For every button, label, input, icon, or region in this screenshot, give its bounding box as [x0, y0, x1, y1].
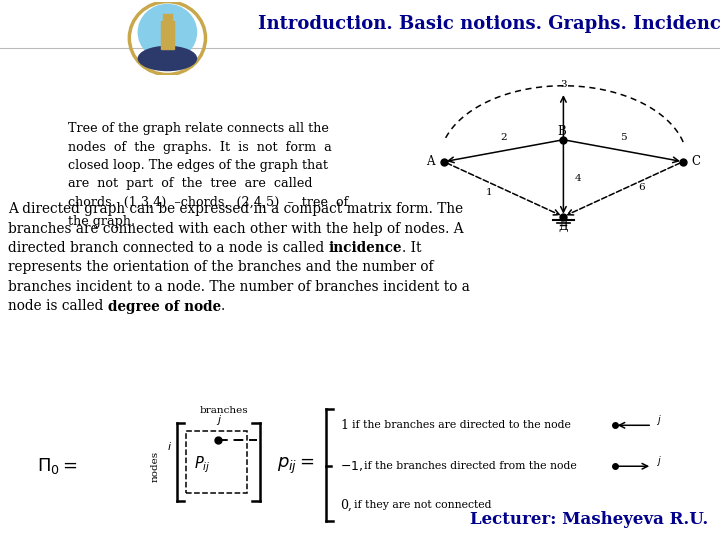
Text: A: A [426, 155, 435, 168]
Text: 1: 1 [340, 419, 348, 432]
Text: nodes: nodes [150, 451, 159, 482]
Text: incidence: incidence [328, 241, 402, 255]
Text: the graph.: the graph. [68, 214, 135, 227]
Text: C: C [692, 155, 701, 168]
Text: $j$: $j$ [656, 454, 662, 468]
Bar [186, 431, 248, 493]
Text: $j$: $j$ [656, 413, 662, 427]
Text: directed branch connected to a node is called: directed branch connected to a node is c… [8, 241, 328, 255]
Text: if the branches directed from the node: if the branches directed from the node [364, 461, 576, 471]
Ellipse shape [138, 46, 197, 71]
Text: Tree of the graph relate connects all the: Tree of the graph relate connects all th… [68, 122, 329, 135]
Text: . It: . It [402, 241, 422, 255]
Text: 5: 5 [620, 133, 626, 143]
Bar [163, 14, 171, 27]
Text: B: B [557, 125, 567, 138]
Text: Lecturer: Masheyeva R.U.: Lecturer: Masheyeva R.U. [469, 511, 708, 528]
Text: chords.  (1,3,4)  –chords,  (2,4,5)  –  tree  of: chords. (1,3,4) –chords, (2,4,5) – tree … [68, 196, 348, 209]
Text: closed loop. The edges of the graph that: closed loop. The edges of the graph that [68, 159, 328, 172]
Text: node is called: node is called [8, 300, 108, 314]
Text: if the branches are directed to the node: if the branches are directed to the node [352, 420, 571, 430]
Text: represents the orientation of the branches and the number of: represents the orientation of the branch… [8, 260, 433, 274]
Text: 0,: 0, [340, 499, 352, 512]
Text: $-1,$: $-1,$ [340, 459, 363, 473]
Text: if they are not connected: if they are not connected [354, 500, 491, 510]
Text: are  not  part  of  the  tree  are  called: are not part of the tree are called [68, 178, 312, 191]
Text: 2: 2 [500, 133, 507, 143]
Text: 4: 4 [575, 174, 582, 183]
Text: branches are connected with each other with the help of nodes. A: branches are connected with each other w… [8, 221, 464, 235]
Bar [161, 21, 174, 49]
Text: $i$: $i$ [167, 440, 172, 453]
Text: degree of node: degree of node [108, 300, 221, 314]
Text: Introduction. Basic notions. Graphs. Incidence matrixes: Introduction. Basic notions. Graphs. Inc… [258, 15, 720, 33]
Text: $P_{ij}$: $P_{ij}$ [194, 454, 211, 475]
Text: branches incident to a node. The number of branches incident to a: branches incident to a node. The number … [8, 280, 470, 294]
Text: $j$: $j$ [216, 413, 222, 427]
Text: nodes  of  the  graphs.  It  is  not  form  a: nodes of the graphs. It is not form a [68, 140, 332, 153]
Text: 1: 1 [485, 188, 492, 197]
Text: branches: branches [199, 406, 248, 415]
Text: $p_{ij}=$: $p_{ij}=$ [277, 456, 315, 476]
Text: $\Pi_0 =$: $\Pi_0 =$ [37, 456, 78, 476]
Ellipse shape [138, 4, 197, 60]
Text: 3: 3 [560, 80, 567, 89]
Text: Д: Д [559, 220, 568, 233]
Text: 6: 6 [638, 183, 644, 192]
Text: .: . [221, 300, 225, 314]
Text: A directed graph can be expressed in a compact matrix form. The: A directed graph can be expressed in a c… [8, 202, 463, 216]
